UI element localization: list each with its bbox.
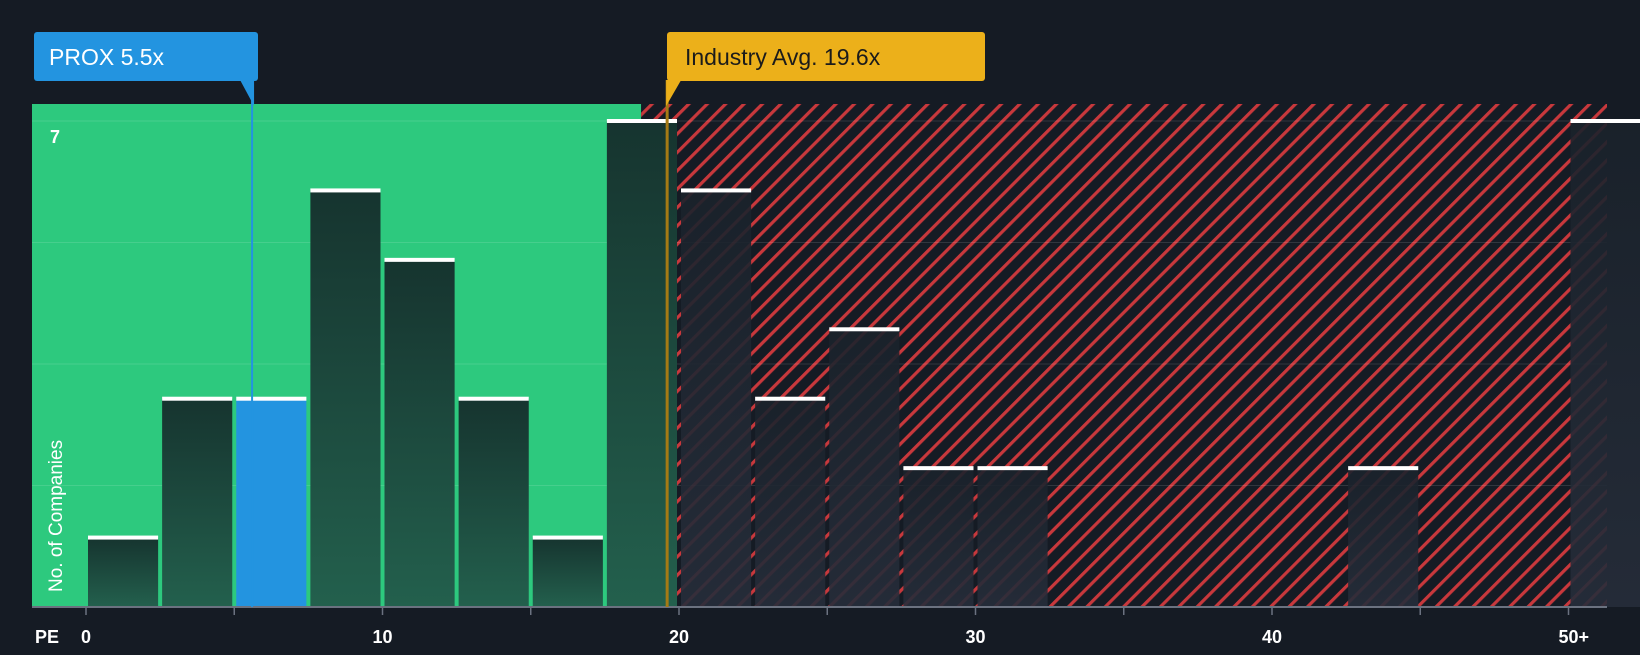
x-axis-tick-label: 50+	[1559, 627, 1590, 647]
histogram-bar	[385, 260, 455, 607]
bar-top-cap	[978, 466, 1048, 470]
histogram-bar-company	[236, 399, 306, 607]
bar-top-cap	[459, 397, 529, 401]
bar-top-cap	[903, 466, 973, 470]
bar-top-cap	[681, 188, 751, 192]
histogram-bar	[978, 468, 1048, 607]
bar-top-cap	[236, 397, 306, 401]
histogram-bar	[162, 399, 232, 607]
histogram-bar	[310, 190, 380, 607]
x-axis-tick-label: 0	[81, 627, 91, 647]
industry-badge: Industry Avg. 19.6x	[666, 32, 985, 106]
bar-top-cap	[385, 258, 455, 262]
x-axis-tick-label: 30	[965, 627, 985, 647]
bar-top-cap	[1348, 466, 1418, 470]
histogram-bar	[533, 538, 603, 607]
y-axis-max-label: 7	[50, 127, 60, 147]
x-axis-tick-label: 40	[1262, 627, 1282, 647]
histogram-bar	[459, 399, 529, 607]
bar-top-cap	[88, 536, 158, 540]
histogram-bar	[1571, 121, 1640, 607]
bar-top-cap	[162, 397, 232, 401]
x-axis-ticks	[86, 607, 1569, 615]
x-axis-metric-label: PE	[35, 627, 59, 647]
y-axis-title: No. of Companies	[46, 440, 67, 592]
histogram-bar	[829, 329, 899, 607]
histogram-bar	[903, 468, 973, 607]
industry-badge-pointer	[666, 80, 681, 106]
bar-top-cap	[310, 188, 380, 192]
histogram-bar	[88, 538, 158, 607]
industry-badge-label: Industry Avg. 19.6x	[685, 44, 881, 70]
bar-top-cap	[533, 536, 603, 540]
histogram-bar	[681, 190, 751, 607]
histogram-bar	[755, 399, 825, 607]
x-axis-tick-labels: 0 10 20 30 40 50+	[81, 627, 1589, 647]
bar-top-cap	[829, 327, 899, 331]
company-badge-label: PROX 5.5x	[49, 44, 165, 70]
x-axis-tick-label: 20	[669, 627, 689, 647]
bar-top-cap	[1571, 119, 1640, 123]
x-axis-tick-label: 10	[372, 627, 392, 647]
company-badge: PROX 5.5x	[34, 32, 258, 106]
bar-top-cap	[755, 397, 825, 401]
histogram-bar	[1348, 468, 1418, 607]
